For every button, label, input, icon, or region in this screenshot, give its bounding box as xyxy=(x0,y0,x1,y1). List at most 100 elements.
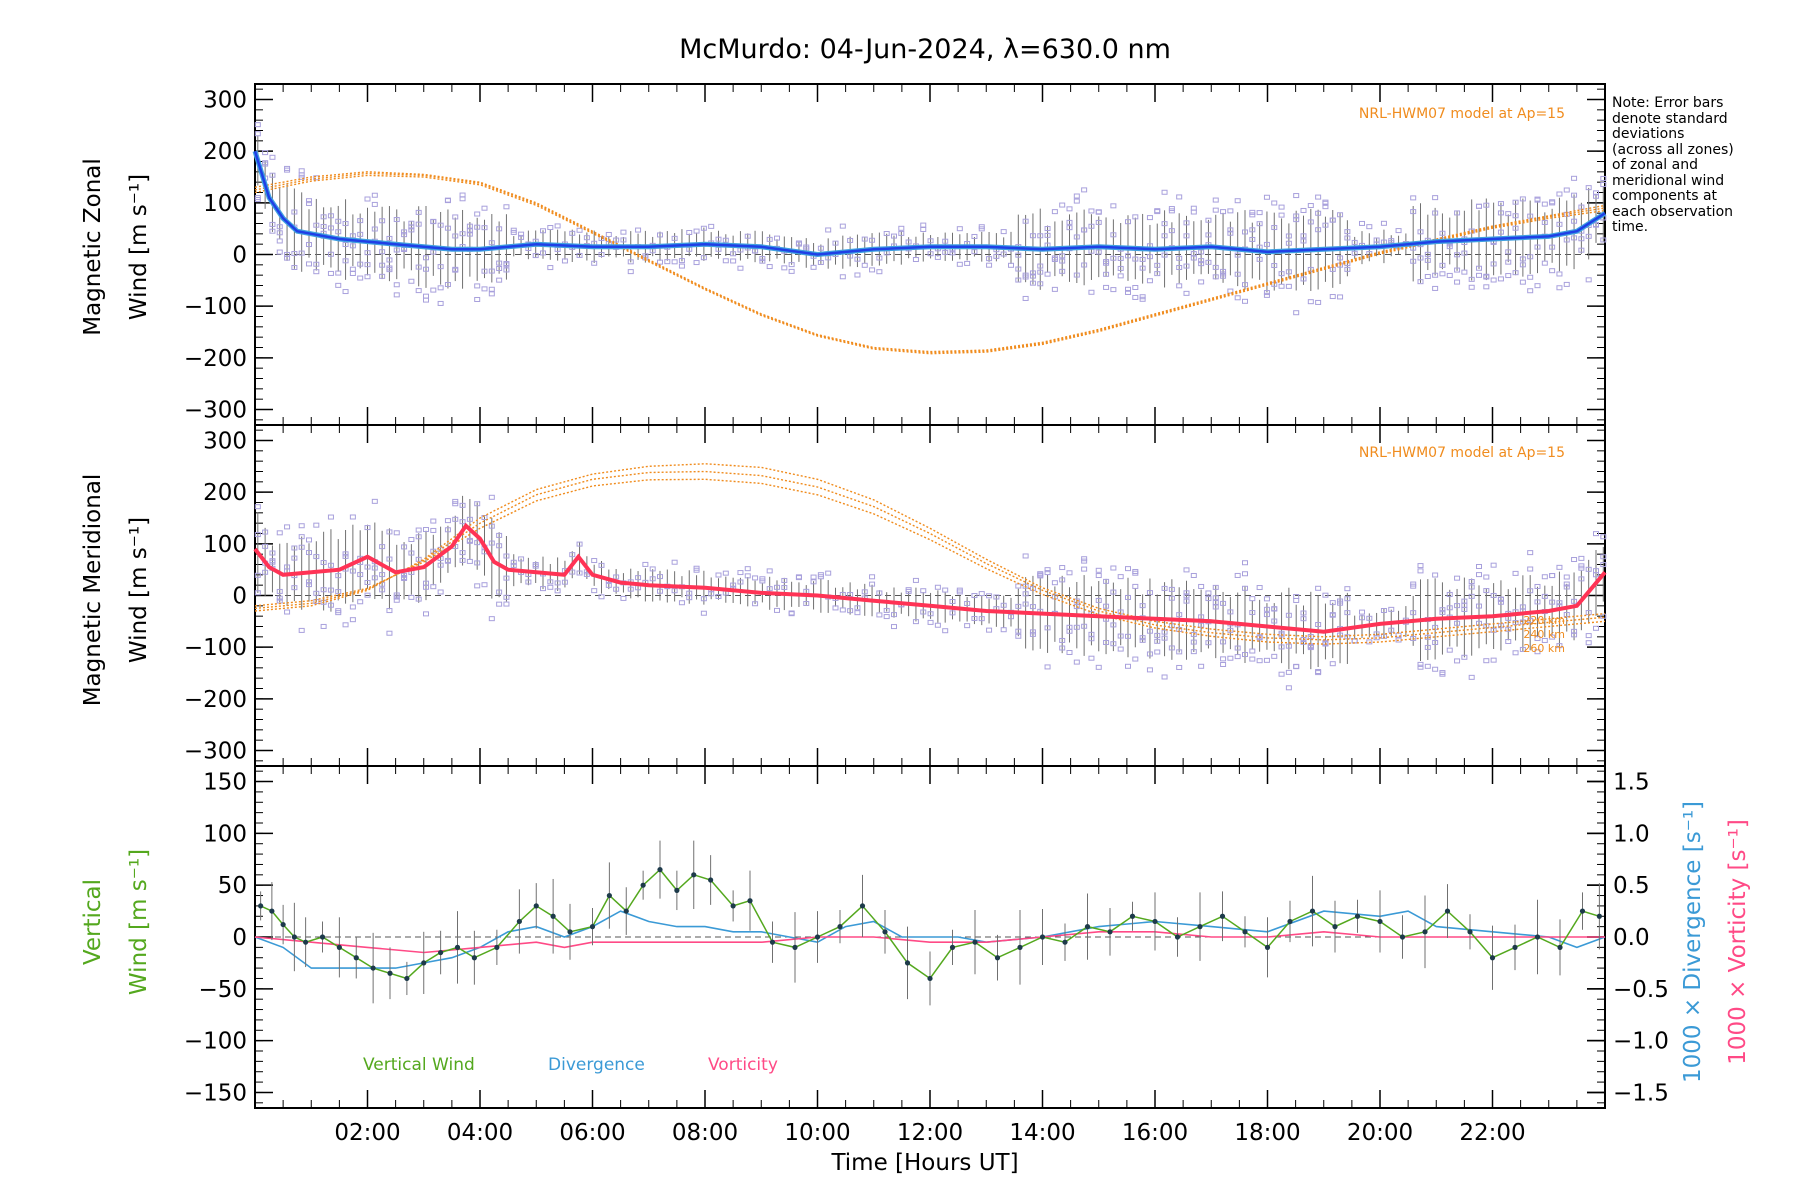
zone-sample xyxy=(700,610,707,616)
zone-sample xyxy=(722,237,729,243)
zone-sample xyxy=(1110,589,1117,595)
zone-sample xyxy=(1044,567,1051,573)
zone-sample xyxy=(920,226,927,232)
zone-sample xyxy=(1073,198,1080,204)
zone-sample xyxy=(1505,639,1512,645)
zone-sample xyxy=(430,219,437,225)
zone-sample xyxy=(371,192,378,198)
zone-sample xyxy=(810,579,817,585)
zone-sample xyxy=(1483,658,1490,664)
zone-sample xyxy=(1278,283,1285,289)
zone-sample xyxy=(364,564,371,570)
zone-sample xyxy=(1337,632,1344,638)
zone-sample xyxy=(1483,588,1490,594)
zone-sample xyxy=(1000,229,1007,235)
zone-sample xyxy=(920,222,927,228)
vertical-wind-point xyxy=(258,903,264,909)
zone-sample xyxy=(912,257,919,263)
zone-sample xyxy=(1549,573,1556,579)
zone-sample xyxy=(423,611,429,617)
vertical-wind-point xyxy=(640,882,646,888)
zone-sample xyxy=(379,587,386,593)
zone-sample xyxy=(1168,586,1175,592)
zone-sample xyxy=(942,587,949,593)
vertical-wind-point xyxy=(1512,944,1518,950)
y-tick-label: 200 xyxy=(203,480,247,506)
zone-sample xyxy=(934,622,941,628)
zone-sample xyxy=(1015,252,1022,258)
zone-sample xyxy=(364,262,371,268)
vertical-wind-point xyxy=(516,918,522,925)
zone-sample xyxy=(532,562,539,568)
zone-sample xyxy=(393,292,400,298)
zone-sample xyxy=(1315,194,1322,200)
zone-sample xyxy=(1527,213,1534,219)
zone-sample xyxy=(474,224,481,230)
zone-sample xyxy=(569,552,576,558)
zone-sample xyxy=(1556,221,1563,227)
zone-sample xyxy=(1008,614,1014,620)
vertical-wind-point xyxy=(708,877,714,883)
zone-sample xyxy=(342,553,349,559)
zone-sample xyxy=(620,237,627,243)
zone-sample xyxy=(1527,288,1534,294)
zone-sample xyxy=(1593,193,1599,199)
zone-sample xyxy=(1132,214,1139,220)
zone-sample xyxy=(1519,262,1526,268)
zone-sample xyxy=(613,237,620,243)
zone-sample xyxy=(788,611,795,617)
zone-sample xyxy=(1234,198,1241,204)
zone-sample xyxy=(1146,215,1153,221)
zone-sample xyxy=(1600,175,1607,181)
zone-sample xyxy=(510,563,517,569)
zone-sample xyxy=(1315,227,1322,233)
zone-sample xyxy=(598,594,605,600)
zone-sample xyxy=(978,616,985,622)
zone-sample xyxy=(276,230,283,236)
zone-sample xyxy=(306,579,312,585)
zone-sample xyxy=(313,590,320,596)
zone-sample xyxy=(313,269,320,275)
zone-sample xyxy=(956,261,963,267)
zone-sample xyxy=(1249,656,1256,662)
zone-sample xyxy=(1103,259,1110,265)
vertical-wind-point xyxy=(674,887,680,893)
model-curve xyxy=(254,172,1606,354)
zone-sample xyxy=(1073,272,1080,278)
zone-sample xyxy=(657,574,663,580)
zone-sample xyxy=(269,550,276,556)
zonal-ylabel-line1: Magnetic Zonal xyxy=(80,158,106,336)
vertical-wind-point xyxy=(353,955,359,961)
y2-tick-label: −1.0 xyxy=(1613,1029,1669,1055)
zone-sample xyxy=(1161,629,1168,635)
zone-sample xyxy=(313,222,320,228)
zone-sample xyxy=(1044,664,1051,670)
zone-sample xyxy=(1029,233,1036,239)
zone-sample xyxy=(284,524,291,530)
zone-sample xyxy=(854,272,861,278)
altitude-label-220: 220 km xyxy=(1523,614,1565,627)
zone-sample xyxy=(452,498,459,504)
x-tick-label: 12:00 xyxy=(897,1120,963,1146)
zone-sample xyxy=(554,588,561,594)
zone-sample xyxy=(262,543,269,549)
zone-sample xyxy=(481,205,488,211)
zone-sample xyxy=(1388,238,1395,244)
zone-sample xyxy=(1410,195,1417,201)
zone-sample xyxy=(1329,217,1336,223)
zone-sample xyxy=(1234,654,1241,660)
zone-sample xyxy=(1263,596,1270,602)
zone-sample xyxy=(1059,258,1066,264)
y-tick-label: 100 xyxy=(203,191,247,217)
zone-sample xyxy=(1534,636,1541,642)
zone-sample xyxy=(591,558,598,564)
zone-sample xyxy=(1015,633,1022,639)
vertical-ylabel-line2: Wind [m s⁻¹] xyxy=(126,849,152,995)
zone-sample xyxy=(459,519,466,525)
zone-sample xyxy=(1059,202,1066,208)
zone-sample xyxy=(1139,603,1146,609)
zone-sample xyxy=(1497,210,1504,216)
zone-sample xyxy=(1585,640,1592,646)
zone-sample xyxy=(1585,277,1592,283)
zone-sample xyxy=(1044,570,1051,576)
